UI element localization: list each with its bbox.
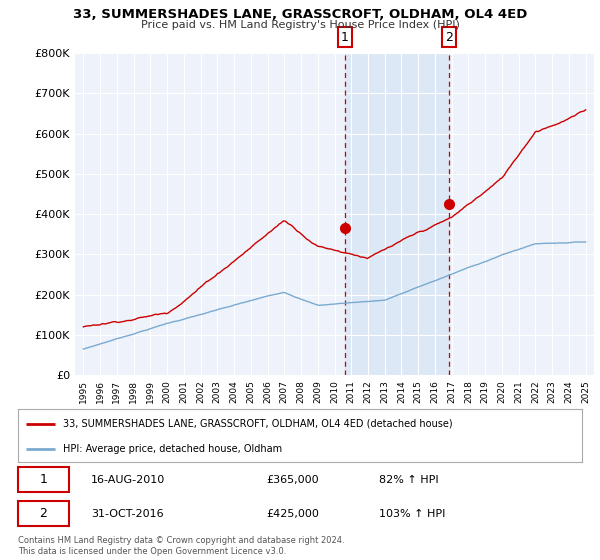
Text: 103% ↑ HPI: 103% ↑ HPI	[379, 508, 445, 519]
Text: £365,000: £365,000	[266, 475, 319, 485]
Text: 16-AUG-2010: 16-AUG-2010	[91, 475, 166, 485]
Text: HPI: Average price, detached house, Oldham: HPI: Average price, detached house, Oldh…	[63, 444, 282, 454]
Bar	[345, 53, 449, 375]
Text: 1: 1	[341, 31, 349, 44]
Text: Price paid vs. HM Land Registry's House Price Index (HPI): Price paid vs. HM Land Registry's House …	[140, 20, 460, 30]
Text: 33, SUMMERSHADES LANE, GRASSCROFT, OLDHAM, OL4 4ED: 33, SUMMERSHADES LANE, GRASSCROFT, OLDHA…	[73, 8, 527, 21]
Text: 82% ↑ HPI: 82% ↑ HPI	[379, 475, 439, 485]
Text: 33, SUMMERSHADES LANE, GRASSCROFT, OLDHAM, OL4 4ED (detached house): 33, SUMMERSHADES LANE, GRASSCROFT, OLDHA…	[63, 419, 453, 429]
FancyBboxPatch shape	[18, 501, 69, 526]
Text: 31-OCT-2016: 31-OCT-2016	[91, 508, 164, 519]
Text: £425,000: £425,000	[266, 508, 319, 519]
FancyBboxPatch shape	[18, 468, 69, 492]
Text: Contains HM Land Registry data © Crown copyright and database right 2024.
This d: Contains HM Land Registry data © Crown c…	[18, 536, 344, 556]
Text: 2: 2	[40, 507, 47, 520]
Text: 2: 2	[445, 31, 453, 44]
Text: 1: 1	[40, 473, 47, 487]
